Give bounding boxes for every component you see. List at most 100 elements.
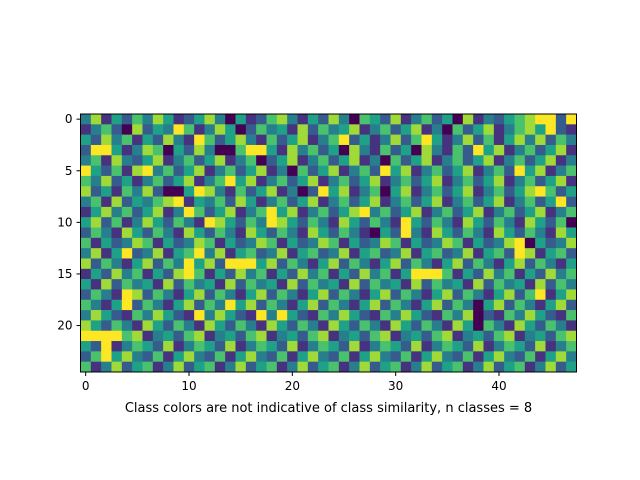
heatmap-cell: [431, 114, 443, 125]
heatmap-cell: [411, 310, 422, 321]
heatmap-cell: [256, 237, 267, 249]
heatmap-cell: [349, 175, 360, 187]
heatmap-cell: [80, 155, 92, 166]
heatmap-cell: [132, 165, 143, 177]
heatmap-cell: [380, 144, 391, 156]
heatmap-cell: [555, 237, 567, 249]
heatmap-cell: [256, 248, 267, 259]
heatmap-cell: [452, 206, 464, 218]
heatmap-cell: [349, 165, 360, 177]
heatmap-cell: [452, 351, 464, 362]
heatmap-cell: [318, 175, 329, 187]
heatmap-cell: [380, 165, 391, 177]
heatmap-cell: [90, 114, 102, 125]
heatmap-cell: [462, 310, 474, 321]
heatmap-cell: [442, 165, 453, 177]
heatmap-cell: [204, 279, 216, 290]
heatmap-cell: [493, 196, 505, 208]
heatmap-cell: [173, 227, 185, 239]
heatmap-cell: [235, 175, 247, 187]
heatmap-cell: [462, 124, 474, 135]
heatmap-cell: [555, 299, 567, 311]
heatmap-cell: [431, 175, 443, 187]
heatmap-cell: [235, 258, 247, 270]
heatmap-cell: [535, 227, 546, 239]
heatmap-cell: [328, 124, 340, 135]
heatmap-cell: [318, 320, 329, 332]
heatmap-cell: [514, 320, 526, 332]
heatmap-cell: [287, 310, 298, 321]
heatmap-cell: [163, 289, 174, 301]
heatmap-cell: [121, 196, 133, 208]
heatmap-cell: [390, 134, 402, 146]
heatmap-cell: [183, 144, 195, 156]
heatmap-cell: [545, 279, 557, 290]
heatmap-cell: [266, 196, 278, 208]
plot-frame: [80, 113, 577, 373]
heatmap-cell: [555, 217, 567, 228]
heatmap-cell: [359, 237, 371, 249]
heatmap-cell: [555, 351, 567, 362]
heatmap-cell: [338, 341, 350, 352]
heatmap-cell: [493, 155, 505, 166]
heatmap-cell: [307, 206, 319, 218]
heatmap-cell: [152, 299, 164, 311]
heatmap-cell: [524, 165, 536, 177]
heatmap-cell: [173, 248, 185, 259]
heatmap-cell: [276, 206, 288, 218]
heatmap-cell: [442, 206, 453, 218]
heatmap-cell: [442, 258, 453, 270]
heatmap-cell: [566, 268, 577, 280]
heatmap-cell: [535, 361, 546, 373]
heatmap-cell: [297, 351, 309, 362]
heatmap-cell: [359, 248, 371, 259]
heatmap-cell: [338, 279, 350, 290]
heatmap-cell: [194, 299, 205, 311]
heatmap-cell: [524, 351, 536, 362]
heatmap-cell: [111, 155, 123, 166]
heatmap-cell: [380, 175, 391, 187]
heatmap-cell: [80, 237, 92, 249]
heatmap-cell: [183, 351, 195, 362]
heatmap-cell: [349, 268, 360, 280]
heatmap-cell: [90, 165, 102, 177]
heatmap-cell: [183, 289, 195, 301]
heatmap-cell: [256, 351, 267, 362]
heatmap-cell: [204, 258, 216, 270]
heatmap-cell: [421, 227, 433, 239]
heatmap-cell: [256, 279, 267, 290]
heatmap-cell: [349, 155, 360, 166]
heatmap-cell: [173, 361, 185, 373]
heatmap-cell: [338, 227, 350, 239]
heatmap-cell: [194, 175, 205, 187]
heatmap-cell: [297, 217, 309, 228]
heatmap-cell: [307, 155, 319, 166]
heatmap-cell: [204, 124, 216, 135]
heatmap-cell: [524, 124, 536, 135]
heatmap-cell: [535, 330, 546, 342]
heatmap-cell: [163, 165, 174, 177]
heatmap-cell: [442, 310, 453, 321]
heatmap-cell: [442, 289, 453, 301]
heatmap-cell: [318, 258, 329, 270]
heatmap-cell: [390, 341, 402, 352]
heatmap-cell: [121, 310, 133, 321]
heatmap-cell: [535, 258, 546, 270]
heatmap-cell: [504, 330, 515, 342]
heatmap-cell: [266, 361, 278, 373]
heatmap-cell: [297, 196, 309, 208]
heatmap-cell: [256, 299, 267, 311]
heatmap-cell: [235, 124, 247, 135]
heatmap-cell: [390, 217, 402, 228]
heatmap-cell: [400, 155, 412, 166]
heatmap-cell: [338, 310, 350, 321]
heatmap-cell: [514, 258, 526, 270]
heatmap-cell: [111, 217, 123, 228]
heatmap-cell: [390, 351, 402, 362]
heatmap-cell: [121, 144, 133, 156]
heatmap-cell: [225, 114, 236, 125]
heatmap-cell: [142, 248, 154, 259]
heatmap-cell: [111, 227, 123, 239]
heatmap-cell: [307, 351, 319, 362]
heatmap-cell: [349, 237, 360, 249]
